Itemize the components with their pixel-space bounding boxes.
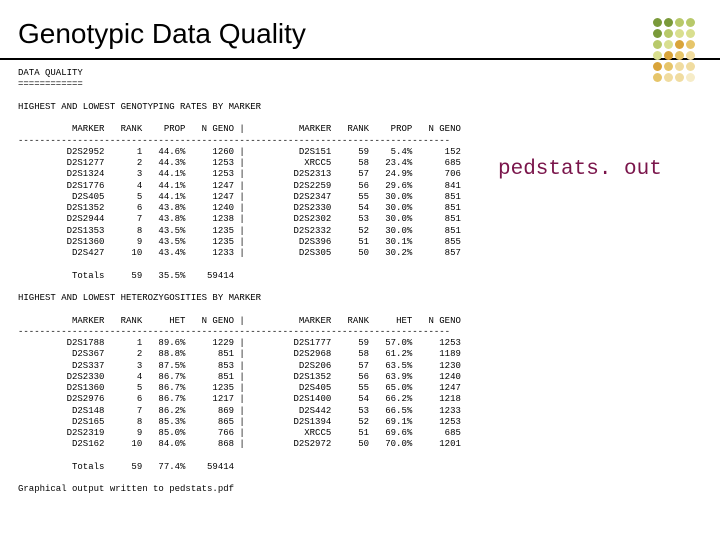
decorative-dot (653, 40, 662, 49)
decorative-dot (653, 18, 662, 27)
decorative-dot (686, 62, 695, 71)
decorative-dot (675, 18, 684, 27)
decorative-dot (675, 62, 684, 71)
decorative-dot (664, 29, 673, 38)
rates-cols-right: MARKER RANK PROP N GENO (245, 124, 461, 134)
decorative-dot (653, 29, 662, 38)
decorative-dot (675, 29, 684, 38)
decorative-dot (653, 62, 662, 71)
rates-header: HIGHEST AND LOWEST GENOTYPING RATES BY M… (18, 102, 261, 112)
title-bar: Genotypic Data Quality (0, 0, 720, 60)
rates-cols-left: MARKER RANK PROP N GENO | (18, 124, 245, 134)
filename-label: pedstats. out (498, 158, 662, 181)
het-rows: D2S1788 1 89.6% 1229 | D2S1777 59 57.0% … (18, 338, 461, 449)
decorative-dot (664, 62, 673, 71)
rates-columns: MARKER RANK PROP N GENO | MARKER RANK PR… (18, 124, 461, 134)
decorative-dot (686, 29, 695, 38)
rates-separator: ----------------------------------------… (18, 136, 450, 146)
decorative-dot (664, 73, 673, 82)
het-cols-left: MARKER RANK HET N GENO | (18, 316, 245, 326)
pedstats-output: DATA QUALITY ============ HIGHEST AND LO… (0, 60, 720, 496)
het-totals: Totals 59 77.4% 59414 (18, 462, 234, 472)
decorative-dot (675, 40, 684, 49)
decorative-dot (675, 51, 684, 60)
decorative-dot (686, 40, 695, 49)
decorative-dot (686, 51, 695, 60)
decorative-dot-grid (653, 18, 696, 83)
page-title: Genotypic Data Quality (18, 18, 720, 50)
het-cols-right: MARKER RANK HET N GENO (245, 316, 461, 326)
het-header: HIGHEST AND LOWEST HETEROZYGOSITIES BY M… (18, 293, 261, 303)
decorative-dot (686, 18, 695, 27)
section-header: DATA QUALITY (18, 68, 83, 78)
rates-rows: D2S2952 1 44.6% 1260 | D2S151 59 5.4% 15… (18, 147, 461, 258)
het-columns: MARKER RANK HET N GENO | MARKER RANK HET… (18, 316, 461, 326)
rates-totals: Totals 59 35.5% 59414 (18, 271, 234, 281)
decorative-dot (675, 73, 684, 82)
decorative-dot (653, 73, 662, 82)
section-rule: ============ (18, 79, 83, 89)
footer-line: Graphical output written to pedstats.pdf (18, 484, 234, 494)
decorative-dot (686, 73, 695, 82)
decorative-dot (664, 51, 673, 60)
het-separator: ----------------------------------------… (18, 327, 450, 337)
decorative-dot (653, 51, 662, 60)
decorative-dot (664, 40, 673, 49)
decorative-dot (664, 18, 673, 27)
